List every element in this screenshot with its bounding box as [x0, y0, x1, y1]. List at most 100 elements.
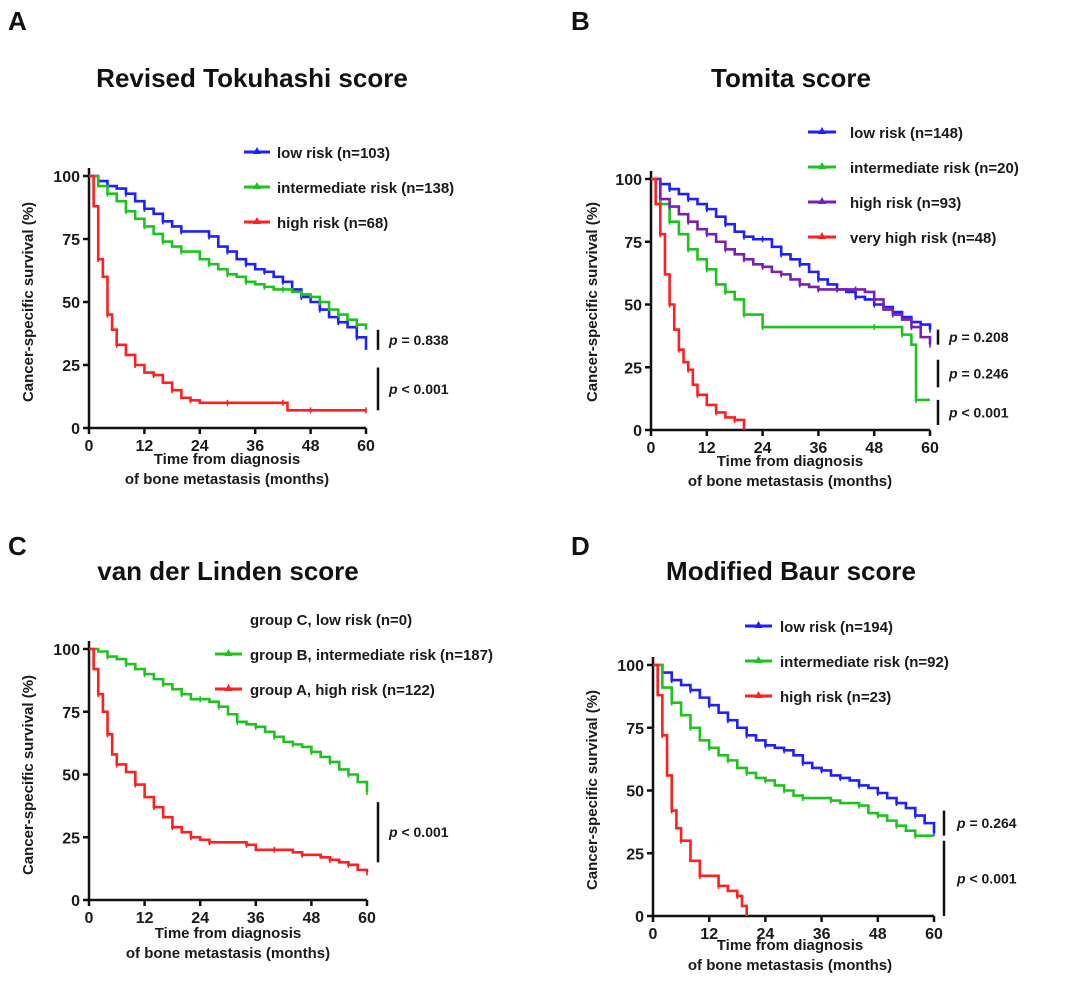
pvalue-label: p = 0.246 — [948, 366, 1009, 382]
legend-marker — [253, 147, 261, 154]
km-curve-series-2 — [651, 177, 930, 402]
legend-label: high risk (n=68) — [277, 215, 388, 232]
panel-letter: C — [8, 531, 27, 561]
km-curve-series-1 — [651, 177, 932, 330]
pvalue-label: p < 0.001 — [956, 870, 1017, 886]
pvalue-text: = 0.264 — [966, 815, 1017, 831]
pvalue-symbol: p — [948, 366, 958, 382]
x-tick-label: 60 — [357, 438, 375, 455]
y-tick-label: 0 — [635, 909, 644, 926]
x-tick-label: 48 — [302, 438, 320, 455]
pvalue-text: < 0.001 — [398, 381, 449, 397]
legend-label: intermediate risk (n=138) — [277, 180, 454, 197]
y-tick-label: 75 — [626, 721, 644, 738]
x-tick-label: 60 — [921, 440, 939, 457]
pvalue-symbol: p — [388, 381, 398, 397]
y-tick-label: 25 — [62, 830, 80, 847]
pvalue-symbol: p — [388, 332, 398, 348]
legend-marker — [818, 232, 826, 239]
pvalue-text: < 0.001 — [958, 404, 1009, 420]
y-tick-label: 100 — [53, 642, 80, 659]
y-tick-label: 100 — [617, 658, 644, 675]
x-tick-label: 24 — [757, 926, 775, 943]
x-axis-label-line-1: Time from diagnosis — [155, 925, 301, 942]
x-tick-label: 48 — [303, 910, 321, 927]
legend-label: high risk (n=23) — [780, 689, 891, 706]
x-axis-label-line-1: Time from diagnosis — [717, 453, 863, 470]
x-axis-label-line-1: Time from diagnosis — [717, 937, 863, 954]
pvalue-symbol: p — [956, 870, 966, 886]
y-tick-label: 75 — [62, 705, 80, 722]
y-tick-label: 50 — [62, 295, 80, 312]
y-tick-label: 25 — [626, 846, 644, 863]
panel-letter: A — [8, 6, 27, 36]
legend-marker — [818, 127, 826, 134]
y-tick-label: 0 — [633, 423, 642, 440]
legend-marker — [754, 621, 763, 628]
x-tick-label: 60 — [925, 926, 943, 943]
km-curve-series-2 — [89, 647, 369, 793]
pvalue-text: < 0.001 — [966, 870, 1017, 886]
legend-marker — [224, 684, 233, 691]
legend-marker — [754, 656, 763, 663]
x-tick-label: 36 — [810, 440, 828, 457]
x-axis-label-line-2: of bone metastasis (months) — [126, 945, 330, 962]
legend-label: low risk (n=103) — [277, 145, 390, 162]
x-axis-label-line-2: of bone metastasis (months) — [125, 471, 329, 488]
panel-letter: B — [571, 6, 590, 36]
pvalue-symbol: p — [388, 824, 398, 840]
x-axis-label-line-1: Time from diagnosis — [154, 451, 300, 468]
y-tick-label: 50 — [624, 298, 642, 315]
x-tick-label: 0 — [647, 440, 656, 457]
x-tick-label: 0 — [649, 926, 658, 943]
pvalue-text: = 0.208 — [958, 329, 1009, 345]
y-tick-label: 100 — [53, 169, 80, 186]
y-tick-label: 50 — [62, 768, 80, 785]
y-axis-label: Cancer-specific survival (%) — [584, 202, 601, 402]
km-curve-series-1 — [653, 663, 936, 834]
chart-title: Modified Baur score — [666, 556, 916, 586]
y-tick-label: 25 — [624, 360, 642, 377]
y-tick-label: 0 — [71, 421, 80, 438]
chart-panel-d: D Modified Baur score 0 25 50 75 100 0 12 24 36 48 6… — [571, 531, 1017, 974]
pvalue-text: = 0.838 — [398, 332, 449, 348]
pvalue-text: = 0.246 — [958, 366, 1009, 382]
pvalue-symbol: p — [948, 329, 958, 345]
chart-title: Tomita score — [711, 63, 871, 93]
x-tick-label: 48 — [865, 440, 883, 457]
x-tick-label: 12 — [136, 910, 154, 927]
x-tick-label: 24 — [191, 910, 209, 927]
pvalue-label: p < 0.001 — [948, 404, 1009, 420]
pvalue-label: p = 0.264 — [956, 815, 1017, 831]
x-tick-label: 48 — [869, 926, 887, 943]
pvalue-text: < 0.001 — [398, 824, 449, 840]
km-curve-series-2 — [653, 663, 934, 837]
km-curve-series-4 — [651, 177, 746, 430]
legend-label: low risk (n=194) — [780, 619, 893, 636]
chart-panel-a: A Revised Tokuhashi score 0 25 50 75 100 0 12 24 3… — [8, 6, 454, 488]
legend-label: low risk (n=148) — [850, 125, 963, 142]
legend-marker — [224, 649, 233, 656]
pvalue-symbol: p — [956, 815, 966, 831]
x-tick-label: 12 — [698, 440, 716, 457]
legend-label: intermediate risk (n=20) — [850, 160, 1019, 177]
chart-title: van der Linden score — [97, 556, 359, 586]
pvalue-symbol: p — [948, 404, 958, 420]
x-tick-label: 12 — [136, 438, 154, 455]
panel-letter: D — [571, 531, 590, 561]
y-axis-label: Cancer-specific survival (%) — [584, 690, 601, 890]
y-tick-label: 75 — [62, 232, 80, 249]
legend-marker — [818, 162, 826, 169]
y-tick-label: 50 — [626, 784, 644, 801]
chart-title: Revised Tokuhashi score — [96, 63, 408, 93]
km-curve-series-2 — [89, 174, 368, 330]
legend-label: group C, low risk (n=0) — [250, 612, 412, 629]
y-tick-label: 100 — [615, 172, 642, 189]
x-tick-label: 12 — [700, 926, 718, 943]
legend-label: high risk (n=93) — [850, 195, 961, 212]
legend-marker — [253, 217, 261, 224]
legend-label: very high risk (n=48) — [850, 230, 996, 247]
legend-marker — [253, 182, 261, 189]
